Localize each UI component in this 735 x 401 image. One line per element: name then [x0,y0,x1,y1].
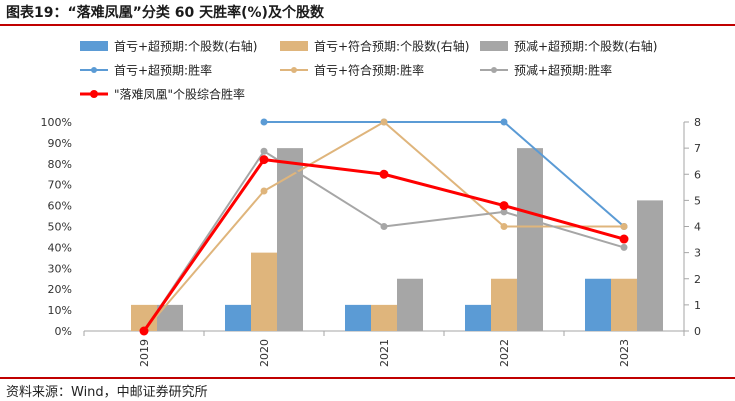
bar [637,200,663,331]
data-point [379,169,389,179]
bar [251,252,277,331]
y-left-tick-label: 30% [48,262,72,275]
y-left-tick-label: 20% [48,283,72,296]
legend-swatch [280,41,308,51]
bar [225,304,251,331]
bar [277,148,303,331]
legend-label: 预减+超预期:胜率 [514,63,612,78]
bar [517,148,543,331]
bar [157,304,183,331]
legend-label: "落难凤凰"个股综合胜率 [114,87,245,102]
data-point [380,223,388,230]
legend-label: 首亏+符合预期:胜率 [314,63,424,78]
data-point [500,118,508,126]
y-left-tick-label: 40% [48,241,72,254]
y-left-tick-label: 60% [48,200,72,213]
series-line [264,121,625,228]
data-point [139,326,149,336]
legend-swatch [80,41,108,51]
footer-rule [0,377,735,379]
data-point [260,147,268,155]
y-left-tick-label: 0% [55,325,72,338]
data-point [259,155,269,165]
legend-label: 预减+超预期:个股数(右轴) [514,39,657,54]
bar [491,278,517,331]
y-left-tick-label: 10% [48,304,72,317]
y-right-tick-label: 3 [694,247,701,260]
chart-title: 图表19：“落难凤凰”分类 60 天胜率(%)及个股数 [6,5,324,21]
y-right-tick-label: 4 [694,221,701,234]
bar [397,278,423,331]
bar [371,304,397,331]
bar [465,304,491,331]
x-tick-label: 2023 [618,339,631,367]
y-right-tick-label: 1 [694,299,701,312]
data-point [500,223,508,230]
data-point [260,118,268,126]
data-point [619,234,629,244]
y-right-tick-label: 2 [694,273,701,286]
data-point [620,243,628,251]
y-left-tick-label: 50% [48,221,72,234]
data-point [499,201,509,211]
legend-swatch [480,41,508,51]
bar [585,278,611,331]
x-tick-label: 2019 [138,339,151,367]
y-left-tick-label: 100% [41,116,72,129]
legend-label: 首亏+超预期:个股数(右轴) [114,39,257,54]
y-right-tick-label: 8 [694,116,701,129]
y-right-tick-label: 7 [694,142,701,155]
bar [611,278,637,331]
y-right-tick-label: 5 [694,194,701,207]
y-left-tick-label: 70% [48,179,72,192]
legend-label: 首亏+符合预期:个股数(右轴) [314,39,469,54]
y-left-tick-label: 90% [48,137,72,150]
x-tick-label: 2022 [498,339,511,367]
y-right-tick-label: 0 [694,325,701,338]
data-point [500,208,508,216]
x-tick-label: 2020 [258,339,271,367]
data-point [380,118,388,126]
bar [345,304,371,331]
legend-marker [91,67,97,73]
data-point [260,187,268,195]
source-note: 资料来源：Wind，中邮证券研究所 [6,385,208,400]
title-rule [0,24,735,26]
legend-marker [291,67,297,73]
data-point [620,223,628,230]
y-left-tick-label: 80% [48,158,72,171]
legend-marker [491,67,497,73]
x-tick-label: 2021 [378,339,391,367]
y-right-tick-label: 6 [694,168,701,181]
legend-label: 首亏+超预期:胜率 [114,63,212,78]
legend-marker [90,90,98,98]
